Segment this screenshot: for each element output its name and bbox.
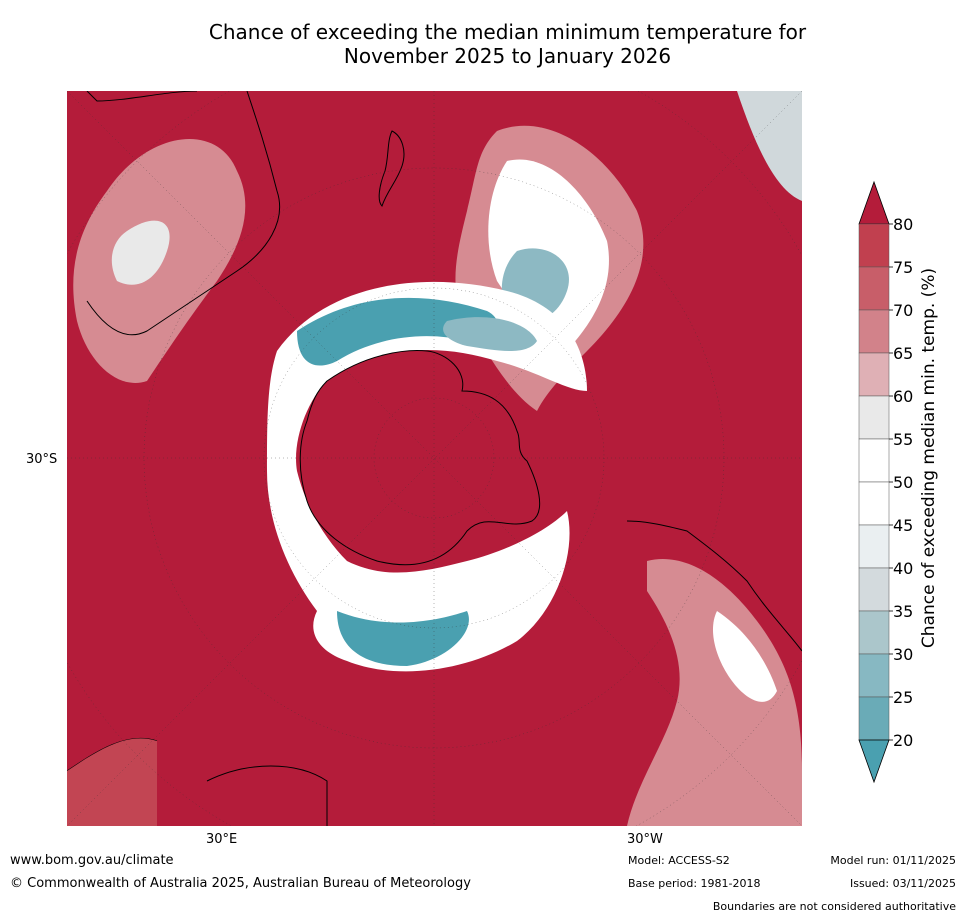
chart-title: Chance of exceeding the median minimum t… xyxy=(0,20,965,68)
colorbar-label: Chance of exceeding median min. temp. (%… xyxy=(919,267,939,649)
antarctic-ring-blue-north xyxy=(297,297,498,366)
copyright-text: © Commonwealth of Australia 2025, Austra… xyxy=(10,876,471,891)
model-run-text: Model run: 01/11/2025 xyxy=(830,854,956,867)
colorbar-ticks: 80 75 70 65 60 55 50 45 40 35 30 25 20 xyxy=(889,215,913,750)
new-zealand-coast xyxy=(378,130,405,207)
colorbar-segment xyxy=(858,524,890,569)
colorbar-segment xyxy=(858,696,890,741)
colorbar-segment xyxy=(858,309,890,354)
colorbar-segment xyxy=(858,610,890,655)
africa-pale xyxy=(67,738,157,826)
lon-label-30w: 30°W xyxy=(627,832,663,847)
colorbar-segment xyxy=(858,653,890,698)
colorbar-tick-label: 70 xyxy=(893,301,913,320)
website-link[interactable]: www.bom.gov.au/climate xyxy=(10,853,174,868)
colorbar-extend-bottom xyxy=(858,739,890,784)
colorbar-segment xyxy=(858,352,890,397)
antarctic-ring-blue-south xyxy=(337,611,469,666)
colorbar-segment xyxy=(858,567,890,612)
south-america-white xyxy=(712,611,777,702)
graticule xyxy=(67,91,802,826)
colorbar-tick-label: 50 xyxy=(893,473,913,492)
australia-coast xyxy=(86,91,281,336)
colorbar-tick-label: 55 xyxy=(893,430,913,449)
colorbar-tick-label: 20 xyxy=(893,731,913,750)
colorbar-extend-top xyxy=(858,180,890,225)
lon-label-30e: 30°E xyxy=(206,832,238,847)
colorbar-tick-label: 75 xyxy=(893,258,913,277)
south-america-pale xyxy=(627,559,802,826)
base-period-text: Base period: 1981-2018 xyxy=(628,877,761,890)
east-pacific-cool-patch xyxy=(737,91,802,201)
antarctica-continent xyxy=(299,350,541,566)
colorbar-segment xyxy=(858,481,890,526)
colorbar-segment xyxy=(858,266,890,311)
colorbar-tick-label: 30 xyxy=(893,645,913,664)
antarctic-ring-pale xyxy=(267,281,587,672)
australia-white-patch xyxy=(111,220,170,285)
colorbar-segment xyxy=(858,395,890,440)
title-line-1: Chance of exceeding the median minimum t… xyxy=(208,20,807,44)
lat-label-30s: 30°S xyxy=(26,452,58,467)
colorbar-segments xyxy=(858,180,890,784)
colorbar-tick-label: 25 xyxy=(893,688,913,707)
colorbar-tick-label: 80 xyxy=(893,215,913,234)
issued-text: Issued: 03/11/2025 xyxy=(849,877,956,890)
colorbar-segment xyxy=(858,438,890,483)
forecast-map xyxy=(67,91,802,826)
title-line-2: November 2025 to January 2026 xyxy=(343,44,672,68)
colorbar-tick-label: 35 xyxy=(893,602,913,621)
colorbar-tick-label: 60 xyxy=(893,387,913,406)
colorbar: 80 75 70 65 60 55 50 45 40 35 30 25 20 xyxy=(858,180,913,784)
model-text: Model: ACCESS-S2 xyxy=(628,854,730,867)
colorbar-tick-label: 40 xyxy=(893,559,913,578)
colorbar-tick-label: 65 xyxy=(893,344,913,363)
colorbar-tick-label: 45 xyxy=(893,516,913,535)
antarctic-ring-blue-east xyxy=(443,317,537,351)
disclaimer-text: Boundaries are not considered authoritat… xyxy=(712,900,956,913)
colorbar-segment xyxy=(858,223,890,268)
